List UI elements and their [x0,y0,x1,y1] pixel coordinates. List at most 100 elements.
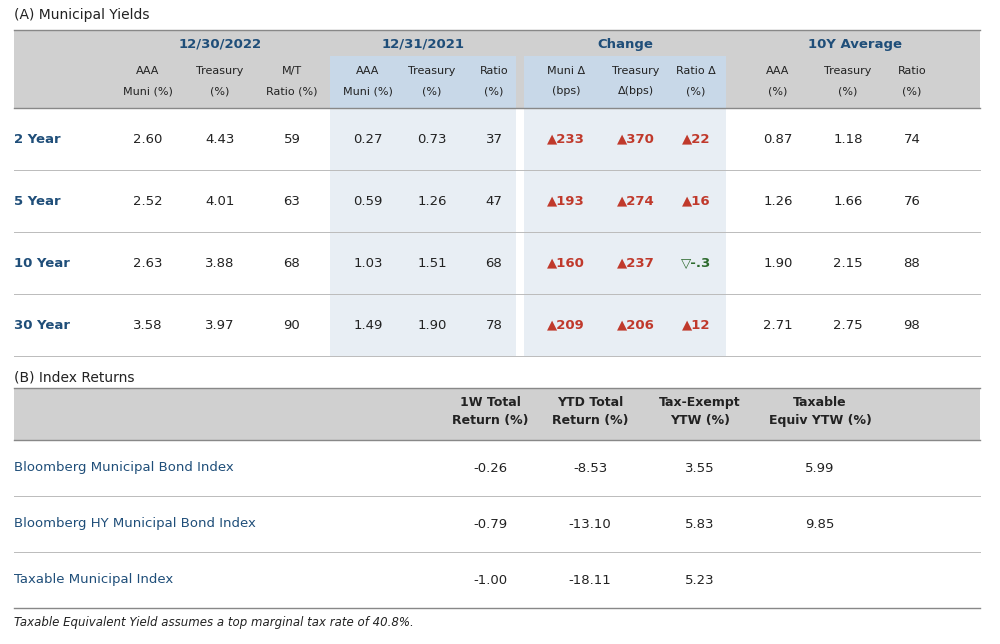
Text: ▲274: ▲274 [617,194,655,207]
Text: -1.00: -1.00 [473,574,507,587]
Text: AAA: AAA [136,66,160,76]
Bar [330,108,516,170]
Text: 10Y Average: 10Y Average [808,37,902,50]
Text: 0.27: 0.27 [353,133,383,146]
Text: (A) Municipal Yields: (A) Municipal Yields [14,8,150,22]
Text: 1.51: 1.51 [417,256,447,269]
Bar [14,30,980,108]
Text: (%): (%) [768,86,788,96]
Text: ▲209: ▲209 [547,319,585,332]
Bar [330,170,516,232]
Text: ▲206: ▲206 [617,319,655,332]
Text: 74: 74 [904,133,920,146]
Text: Bloomberg Municipal Bond Index: Bloomberg Municipal Bond Index [14,462,234,475]
Text: -8.53: -8.53 [573,462,607,475]
Text: 2.15: 2.15 [833,256,863,269]
Text: Treasury: Treasury [824,66,872,76]
Text: ▲22: ▲22 [682,133,710,146]
Text: YTD Total: YTD Total [557,396,623,409]
Text: 3.97: 3.97 [205,319,235,332]
Text: 5.83: 5.83 [685,518,715,531]
Text: 37: 37 [486,133,503,146]
Text: 2.52: 2.52 [133,194,163,207]
Text: 4.43: 4.43 [205,133,235,146]
Text: 5.23: 5.23 [685,574,715,587]
Text: Treasury: Treasury [612,66,660,76]
Bar [524,232,726,294]
Text: 98: 98 [904,319,920,332]
Bar [330,294,516,356]
Text: 3.58: 3.58 [133,319,163,332]
Text: ▲370: ▲370 [617,133,655,146]
Text: 12/31/2021: 12/31/2021 [382,37,464,50]
Text: (%): (%) [210,86,230,96]
Text: Δ(bps): Δ(bps) [618,86,654,96]
Text: Ratio Δ: Ratio Δ [676,66,716,76]
Bar [524,56,726,108]
Text: Ratio: Ratio [898,66,926,76]
Text: (%): (%) [422,86,442,96]
Text: 2 Year: 2 Year [14,133,61,146]
Text: Return (%): Return (%) [452,414,528,427]
Text: 4.01: 4.01 [205,194,235,207]
Text: ▽-.3: ▽-.3 [681,256,711,269]
Text: (B) Index Returns: (B) Index Returns [14,370,134,384]
Text: 12/30/2022: 12/30/2022 [178,37,262,50]
Text: Taxable Equivalent Yield assumes a top marginal tax rate of 40.8%.: Taxable Equivalent Yield assumes a top m… [14,616,414,629]
Text: (%): (%) [484,86,504,96]
Text: 3.88: 3.88 [205,256,235,269]
Text: (%): (%) [902,86,922,96]
Text: (%): (%) [838,86,858,96]
Text: -13.10: -13.10 [569,518,611,531]
Text: 1.66: 1.66 [833,194,863,207]
Text: 1.49: 1.49 [353,319,383,332]
Bar [330,56,516,355]
Text: 47: 47 [486,194,502,207]
Text: ▲160: ▲160 [547,256,585,269]
Text: 2.71: 2.71 [763,319,793,332]
Text: 30 Year: 30 Year [14,319,70,332]
Text: -0.26: -0.26 [473,462,507,475]
Text: 0.59: 0.59 [353,194,383,207]
Text: YTW (%): YTW (%) [670,414,730,427]
Text: 5 Year: 5 Year [14,194,61,207]
Text: Taxable Municipal Index: Taxable Municipal Index [14,574,173,587]
Text: 90: 90 [284,319,300,332]
Text: Muni (%): Muni (%) [343,86,393,96]
Bar [524,108,726,170]
Text: 2.63: 2.63 [133,256,163,269]
Text: 5.99: 5.99 [805,462,835,475]
Text: Muni (%): Muni (%) [123,86,173,96]
Text: 1.18: 1.18 [833,133,863,146]
Text: 0.73: 0.73 [417,133,447,146]
Text: -18.11: -18.11 [569,574,611,587]
Text: 76: 76 [904,194,920,207]
Text: 2.60: 2.60 [133,133,163,146]
Text: Change: Change [597,37,653,50]
Text: Ratio: Ratio [480,66,508,76]
Text: 78: 78 [486,319,502,332]
Text: Treasury: Treasury [408,66,456,76]
Text: 1.26: 1.26 [763,194,793,207]
Text: 1.03: 1.03 [353,256,383,269]
Text: Tax-Exempt: Tax-Exempt [659,396,741,409]
Text: 68: 68 [486,256,502,269]
Text: 68: 68 [284,256,300,269]
Text: AAA: AAA [766,66,790,76]
Text: ▲237: ▲237 [617,256,655,269]
Text: 1.26: 1.26 [417,194,447,207]
Text: M/T: M/T [282,66,302,76]
Text: ▲12: ▲12 [682,319,710,332]
Bar [14,30,980,108]
Text: 88: 88 [904,256,920,269]
Bar [330,232,516,294]
Text: Ratio (%): Ratio (%) [266,86,318,96]
Bar [524,56,726,355]
Text: Bloomberg HY Municipal Bond Index: Bloomberg HY Municipal Bond Index [14,518,256,531]
Text: 2.75: 2.75 [833,319,863,332]
Text: Taxable: Taxable [793,396,847,409]
Text: Treasury: Treasury [196,66,244,76]
Text: 63: 63 [284,194,300,207]
Bar [330,56,516,108]
Text: 3.55: 3.55 [685,462,715,475]
